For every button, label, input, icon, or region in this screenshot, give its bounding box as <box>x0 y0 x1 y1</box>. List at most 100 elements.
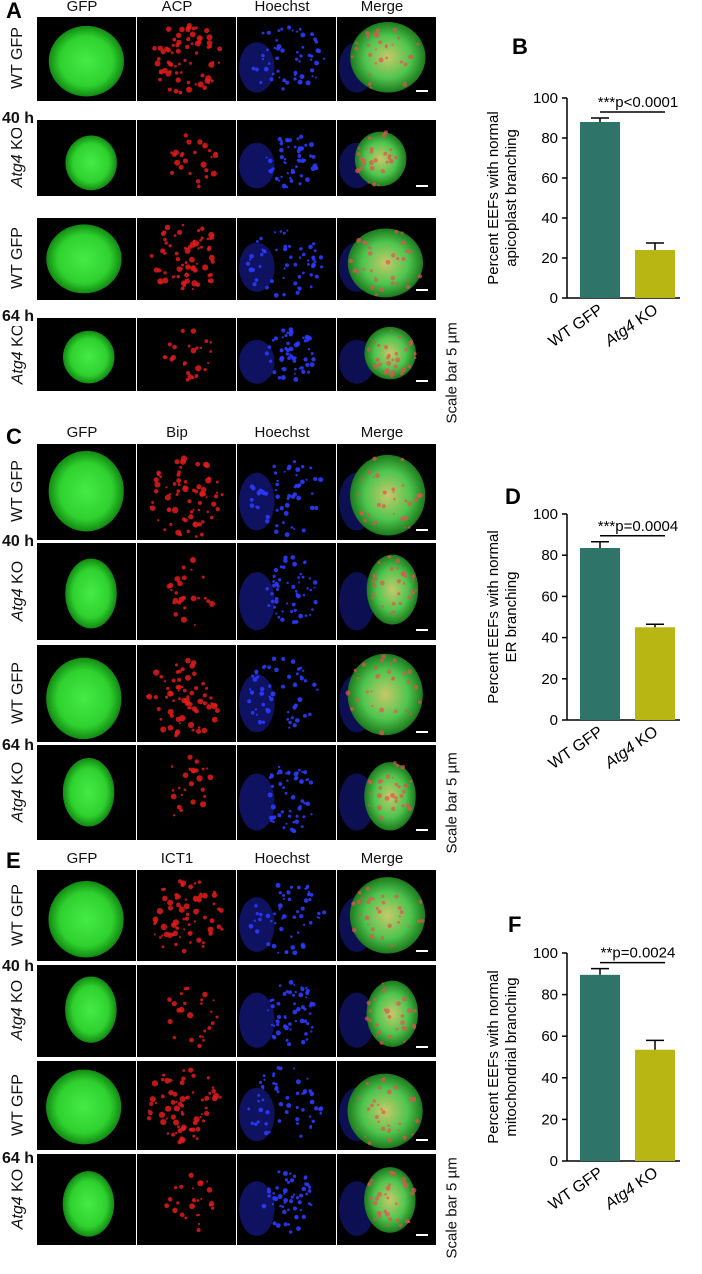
y-axis-label-line-0: Percent EEFs with normal <box>485 111 502 284</box>
chart-f: Percent EEFs with normal mitochondrial br… <box>470 935 702 1235</box>
panel-c-col-head-0: GFP <box>66 424 98 441</box>
y-tick-label-40: 40 <box>541 1070 558 1087</box>
panel-a-image-r0-gfp <box>37 17 136 101</box>
panel-letter-a: A <box>6 0 22 23</box>
panel-c-row-label-3: Atg4 KO <box>9 744 27 839</box>
panel-e-col-head-3: Merge <box>360 850 404 867</box>
bar-1 <box>635 1049 675 1161</box>
panel-e-image-r2-hoechst <box>237 1061 336 1150</box>
panel-a-image-r1-merge <box>337 120 436 196</box>
y-axis-label-line-0: Percent EEFs with normal <box>485 530 502 703</box>
gene-name: Atg4 <box>9 154 26 188</box>
significance-label: **p=0.0024 <box>601 945 676 962</box>
panel-a-image-r3-gfp <box>37 318 136 391</box>
panel-c-image-r1-gfp <box>37 543 136 640</box>
gene-name: Atg4 <box>9 587 26 621</box>
panel-e-image-r1-merge <box>337 965 436 1057</box>
panel-a-row-label-1: Atg4 KO <box>9 119 27 195</box>
panel-a-time-label-1: 64 h <box>0 308 37 326</box>
panel-e-scale-label: Scale bar 5 µm <box>443 1157 461 1259</box>
panel-letter-d: D <box>505 484 521 509</box>
x-tick-label-0: WT GFP <box>546 301 606 350</box>
panel-a-image-r0-red-stain <box>137 17 236 101</box>
panel-a-col-head-0: GFP <box>66 0 98 15</box>
panel-c-image-r0-gfp <box>37 444 136 540</box>
panel-letter-f: F <box>508 912 522 937</box>
y-tick-label-80: 80 <box>541 987 558 1004</box>
panel-e-image-r0-gfp <box>37 870 136 961</box>
x-tick-label-0: WT GFP <box>546 723 606 772</box>
bar-0 <box>580 122 620 298</box>
panel-a-image-r2-merge <box>337 218 436 300</box>
y-tick-label-0: 0 <box>550 712 558 729</box>
y-tick-label-60: 60 <box>541 170 558 187</box>
panel-e-time-label-0: 40 h <box>0 958 37 976</box>
panel-e-col-head-0: GFP <box>66 850 98 867</box>
panel-c-image-r2-gfp <box>37 645 136 742</box>
panel-c-col-head-1: Bip <box>166 424 188 441</box>
panel-e-image-r0-red-stain <box>137 870 236 961</box>
x-tick-label-0: WT GFP <box>546 1164 606 1213</box>
ko-suffix: KO <box>9 1168 26 1196</box>
panel-c-time-label-0: 40 h <box>0 533 37 551</box>
y-tick-label-80: 80 <box>541 130 558 147</box>
panel-e-image-r3-gfp <box>37 1154 136 1245</box>
y-tick-label-20: 20 <box>541 250 558 267</box>
panel-a-row-label-2: WT GFP <box>9 227 26 289</box>
bar-1 <box>635 627 675 720</box>
chart-b-svg: Percent EEFs with normal apicoplast branc… <box>485 90 680 351</box>
panel-a-image-r2-gfp <box>37 218 136 300</box>
panel-c-col-head-3: Merge <box>360 424 404 441</box>
panel-e-time-label-1: 64 h <box>0 1150 37 1168</box>
panel-a-image-r2-red-stain <box>137 218 236 300</box>
panel-c-image-r0-red-stain <box>137 444 236 540</box>
ko-suffix: KO <box>9 126 26 155</box>
panel-e-image-r0-merge <box>337 870 436 961</box>
y-tick-label-20: 20 <box>541 671 558 688</box>
gene-name: Atg4 <box>9 1007 26 1041</box>
ko-suffix: KO <box>9 323 26 351</box>
panel-e-image-r1-red-stain <box>137 965 236 1057</box>
x-tick-label-1: Atg4 KO <box>601 301 661 350</box>
panel-e-image-r1-hoechst <box>237 965 336 1057</box>
panel-c-row-label-2: WT GFP <box>9 661 26 724</box>
y-tick-label-20: 20 <box>541 1111 558 1128</box>
panel-c-scale-label: Scale bar 5 µm <box>443 752 461 854</box>
y-axis-label-line-1: apicoplast branching <box>503 129 520 267</box>
y-tick-label-100: 100 <box>533 90 558 107</box>
panel-a-time-label-0: 40 h <box>0 110 37 128</box>
significance-label: ***p=0.0004 <box>598 518 679 535</box>
chart-f-svg: Percent EEFs with normal mitochondrial br… <box>485 945 680 1214</box>
panel-a-image-r1-gfp <box>37 120 136 196</box>
panel-c-image-r1-hoechst <box>237 543 336 640</box>
panel-e-image-r0-hoechst <box>237 870 336 961</box>
panel-c-image-r0-hoechst <box>237 444 336 540</box>
panel-c-image-r1-merge <box>337 543 436 640</box>
panel-e-image-r2-merge <box>337 1061 436 1150</box>
significance-label: ***p<0.0001 <box>598 94 679 111</box>
chart-d: Percent EEFs with normal ER branching 0 20 4… <box>470 500 702 780</box>
panel-e-row-label-1: Atg4 KO <box>9 964 27 1056</box>
x-tick-label-1: Atg4 KO <box>601 723 661 772</box>
y-axis-label-line-1: mitochondrial branching <box>503 977 520 1136</box>
panel-c-row-label-0: WT GFP <box>9 460 26 522</box>
panel-c-col-head-2: Hoechst <box>254 424 310 441</box>
panel-c-image-r2-red-stain <box>137 645 236 742</box>
y-tick-label-100: 100 <box>533 945 558 962</box>
panel-a-row-label-3: Atg4 KO <box>9 317 27 390</box>
y-tick-label-100: 100 <box>533 506 558 523</box>
chart-b: Percent EEFs with normal apicoplast branc… <box>470 80 702 360</box>
panel-c-time-label-1: 64 h <box>0 737 37 755</box>
panel-c-row-label-1: Atg4 KO <box>9 542 27 639</box>
gene-name: Atg4 <box>9 350 26 384</box>
panel-c-image-r2-hoechst <box>237 645 336 742</box>
panel-a-col-head-3: Merge <box>360 0 404 15</box>
panel-c-image-r1-red-stain <box>137 543 236 640</box>
panel-a-image-r3-hoechst <box>237 318 336 391</box>
y-axis-label-line-1: ER branching <box>503 572 520 663</box>
y-tick-label-60: 60 <box>541 588 558 605</box>
panel-c-image-r3-merge <box>337 745 436 840</box>
y-tick-label-0: 0 <box>550 290 558 307</box>
panel-a-image-r0-hoechst <box>237 17 336 101</box>
panel-letter-b: B <box>512 34 528 59</box>
